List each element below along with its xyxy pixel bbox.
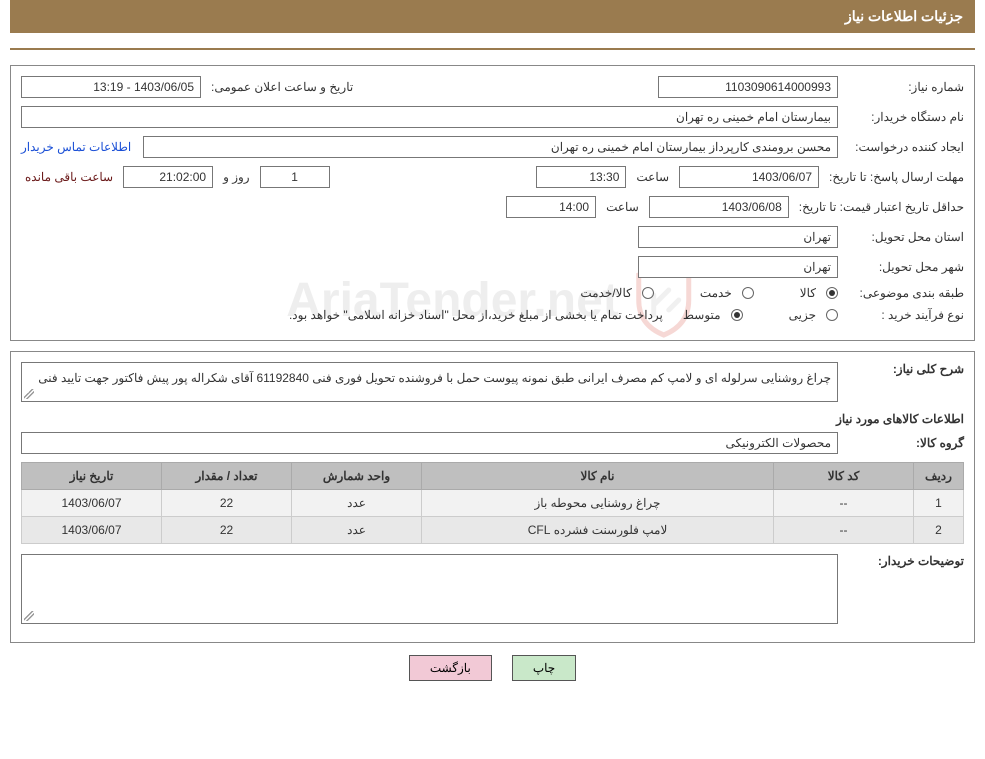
overall-desc-label: شرح کلی نیاز: (844, 362, 964, 376)
deadline-label: مهلت ارسال پاسخ: تا تاریخ: (825, 170, 964, 184)
overall-desc-text: چراغ روشنایی سرلوله ای و لامپ کم مصرف ای… (21, 362, 838, 402)
time-label-1: ساعت (632, 170, 673, 184)
announce-field: 1403/06/05 - 13:19 (21, 76, 201, 98)
print-button[interactable]: چاپ (512, 655, 576, 681)
buyer-org-label: نام دستگاه خریدار: (844, 110, 964, 124)
cat-goods-label: کالا (796, 286, 820, 300)
remaining-label: ساعت باقی مانده (21, 170, 117, 184)
group-field: محصولات الکترونیکی (21, 432, 838, 454)
pt-medium-label: متوسط (679, 308, 725, 322)
table-header: کد کالا (774, 463, 914, 490)
table-header: واحد شمارش (292, 463, 422, 490)
table-cell: چراغ روشنایی محوطه باز (422, 490, 774, 517)
table-cell: -- (774, 517, 914, 544)
validity-label: حداقل تاریخ اعتبار قیمت: تا تاریخ: (795, 200, 964, 214)
buyer-org-field: بیمارستان امام خمینی ره تهران (21, 106, 838, 128)
table-cell: 2 (914, 517, 964, 544)
requester-label: ایجاد کننده درخواست: (844, 140, 964, 154)
resize-handle-icon[interactable] (24, 611, 34, 621)
validity-date-field: 1403/06/08 (649, 196, 789, 218)
items-table: ردیفکد کالانام کالاواحد شمارشتعداد / مقد… (21, 462, 964, 544)
table-cell: 22 (162, 517, 292, 544)
table-row: 2--لامپ فلورسنت فشرده CFLعدد221403/06/07 (22, 517, 964, 544)
payment-note: پرداخت تمام یا بخشی از مبلغ خرید،از محل … (289, 308, 673, 322)
table-cell: عدد (292, 517, 422, 544)
days-label: روز و (219, 170, 254, 184)
countdown-field: 21:02:00 (123, 166, 213, 188)
divider (10, 48, 975, 50)
announce-label: تاریخ و ساعت اعلان عمومی: (207, 80, 357, 94)
table-cell: 1 (914, 490, 964, 517)
cat-goods-service-label: کالا/خدمت (576, 286, 635, 300)
resize-handle-icon[interactable] (24, 389, 34, 399)
city-label: شهر محل تحویل: (844, 260, 964, 274)
details-section: شماره نیاز: 1103090614000993 تاریخ و ساع… (10, 65, 975, 341)
description-section: شرح کلی نیاز: چراغ روشنایی سرلوله ای و ل… (10, 351, 975, 643)
radio-goods-service[interactable] (642, 287, 654, 299)
province-label: استان محل تحویل: (844, 230, 964, 244)
radio-goods[interactable] (826, 287, 838, 299)
group-label: گروه کالا: (844, 436, 964, 450)
city-field: تهران (638, 256, 838, 278)
deadline-time-field: 13:30 (536, 166, 626, 188)
province-field: تهران (638, 226, 838, 248)
cat-service-label: خدمت (696, 286, 736, 300)
table-header: نام کالا (422, 463, 774, 490)
table-cell: لامپ فلورسنت فشرده CFL (422, 517, 774, 544)
page-title: جزئیات اطلاعات نیاز (845, 8, 963, 24)
buyer-notes-label: توضیحات خریدار: (844, 554, 964, 568)
time-label-2: ساعت (602, 200, 643, 214)
table-header: تاریخ نیاز (22, 463, 162, 490)
deadline-date-field: 1403/06/07 (679, 166, 819, 188)
items-heading: اطلاعات کالاهای مورد نیاز (21, 412, 964, 426)
radio-partial[interactable] (826, 309, 838, 321)
table-cell: 1403/06/07 (22, 517, 162, 544)
button-row: چاپ بازگشت (10, 655, 975, 681)
table-header: تعداد / مقدار (162, 463, 292, 490)
radio-service[interactable] (742, 287, 754, 299)
table-cell: 1403/06/07 (22, 490, 162, 517)
table-row: 1--چراغ روشنایی محوطه بازعدد221403/06/07 (22, 490, 964, 517)
category-label: طبقه بندی موضوعی: (844, 286, 964, 300)
need-number-label: شماره نیاز: (844, 80, 964, 94)
days-field: 1 (260, 166, 330, 188)
pt-partial-label: جزیی (785, 308, 820, 322)
purchase-type-label: نوع فرآیند خرید : (844, 308, 964, 322)
need-number-field: 1103090614000993 (658, 76, 838, 98)
table-header: ردیف (914, 463, 964, 490)
validity-time-field: 14:00 (506, 196, 596, 218)
back-button[interactable]: بازگشت (409, 655, 492, 681)
table-cell: عدد (292, 490, 422, 517)
buyer-contact-link[interactable]: اطلاعات تماس خریدار (21, 140, 137, 154)
requester-field: محسن برومندی کارپرداز بیمارستان امام خمی… (143, 136, 838, 158)
buyer-notes-text[interactable] (21, 554, 838, 624)
table-cell: -- (774, 490, 914, 517)
page-title-bar: جزئیات اطلاعات نیاز (10, 0, 975, 33)
table-cell: 22 (162, 490, 292, 517)
radio-medium[interactable] (731, 309, 743, 321)
